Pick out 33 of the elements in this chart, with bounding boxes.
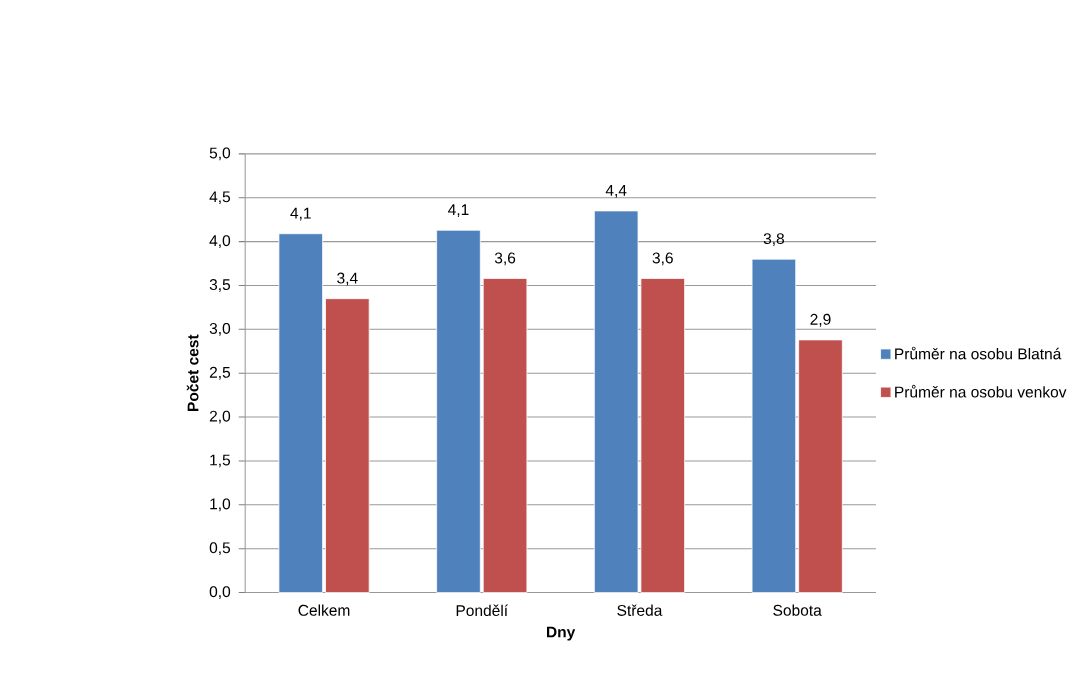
y-tick-label: 0,5 bbox=[209, 542, 231, 556]
y-tick-label: 1,0 bbox=[210, 498, 231, 512]
y-tick-label: 2,0 bbox=[209, 410, 231, 424]
y-tick-label: 4,5 bbox=[209, 191, 231, 205]
y-axis-title: Počet cest bbox=[186, 334, 199, 411]
bar bbox=[436, 229, 481, 593]
data-label: 4,4 bbox=[605, 185, 627, 198]
bar bbox=[325, 298, 370, 593]
x-tick-label: Pondělí bbox=[456, 604, 509, 617]
data-label: 3,6 bbox=[494, 252, 516, 266]
x-tick-label: Středa bbox=[617, 604, 663, 616]
data-label: 4,1 bbox=[448, 204, 469, 217]
data-label: 3,4 bbox=[337, 272, 358, 286]
y-tick-label: 1,5 bbox=[210, 454, 231, 468]
bar bbox=[278, 233, 323, 593]
x-tick-label: Sobota bbox=[773, 604, 822, 616]
bar bbox=[482, 278, 528, 593]
data-label: 3,8 bbox=[763, 233, 785, 246]
bar bbox=[751, 258, 797, 593]
y-tick-label: 3,5 bbox=[209, 279, 231, 292]
data-label: 3,6 bbox=[652, 252, 673, 266]
y-tick-label: 5,0 bbox=[209, 147, 231, 161]
x-axis-title: Dny bbox=[546, 626, 576, 641]
x-tick-label: Celkem bbox=[298, 604, 350, 616]
legend-label: Průměr na osobu Blatná bbox=[895, 346, 1062, 360]
data-label: 4,1 bbox=[290, 207, 311, 221]
bar bbox=[798, 339, 843, 593]
y-tick-label: 3,0 bbox=[209, 322, 231, 336]
legend-label: Průměr na osobu venkov bbox=[895, 384, 1067, 398]
y-tick-label: 2,5 bbox=[209, 366, 231, 380]
y-tick-label: 0,0 bbox=[209, 586, 231, 599]
y-tick-label: 4,0 bbox=[209, 235, 231, 248]
data-label: 2,9 bbox=[810, 313, 831, 327]
